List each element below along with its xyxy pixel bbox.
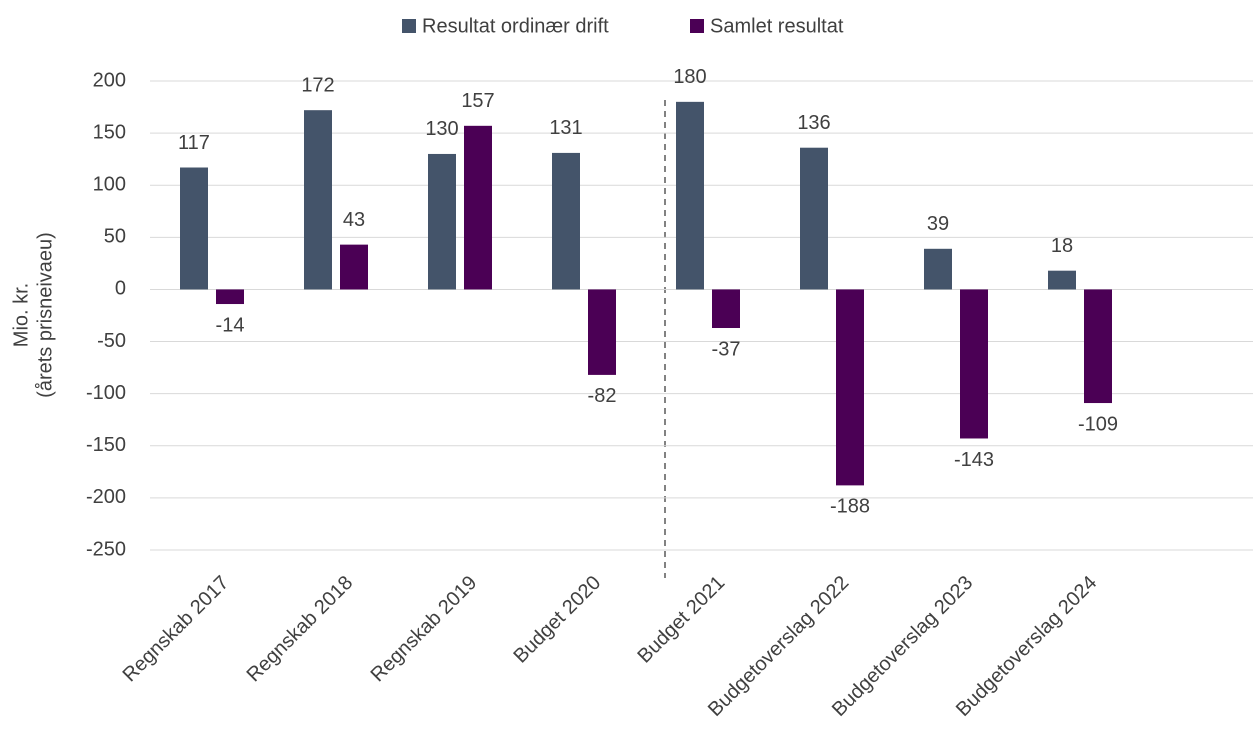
x-tick-label: Budgetoverslag 2022	[704, 572, 853, 721]
data-label: -109	[1078, 413, 1118, 435]
bar	[712, 289, 740, 329]
x-tick-label: Budget 2021	[634, 572, 730, 668]
bar	[304, 110, 332, 290]
y-tick-label: 0	[115, 278, 126, 300]
data-label: 136	[797, 112, 830, 134]
bar	[428, 153, 456, 290]
y-axis-label: (årets prisneivaeu)	[34, 232, 56, 398]
x-tick-label: Regnskab 2017	[119, 572, 234, 687]
y-tick-label: -250	[86, 538, 126, 560]
y-tick-label: -100	[86, 382, 126, 404]
data-label: 180	[673, 66, 706, 88]
bar	[924, 248, 952, 290]
data-label: 172	[301, 74, 334, 96]
bar	[216, 289, 244, 305]
y-tick-label: -150	[86, 434, 126, 456]
data-label: 39	[927, 213, 949, 235]
legend-swatch	[402, 19, 416, 33]
data-label: 43	[343, 209, 365, 231]
x-tick-label: Budgetoverslag 2024	[952, 572, 1101, 721]
legend-label: Resultat ordinær drift	[422, 15, 609, 37]
y-tick-label: 100	[93, 174, 126, 196]
bar	[552, 152, 580, 290]
data-label: -14	[216, 314, 245, 336]
legend-swatch	[690, 19, 704, 33]
bar	[836, 289, 864, 486]
y-tick-label: -200	[86, 486, 126, 508]
bar	[1084, 289, 1112, 404]
bar	[676, 101, 704, 290]
bar	[960, 289, 988, 439]
y-tick-label: -50	[97, 330, 126, 352]
legend-label: Samlet resultat	[710, 15, 844, 37]
y-axis-label: Mio. kr.	[10, 283, 32, 347]
data-label: -82	[588, 385, 617, 407]
bar	[800, 147, 828, 290]
data-label: -37	[712, 338, 741, 360]
x-tick-label: Budgetoverslag 2023	[828, 572, 977, 721]
bar	[1048, 270, 1076, 290]
x-tick-label: Regnskab 2019	[367, 572, 482, 687]
data-label: 117	[178, 132, 210, 154]
data-label: 18	[1051, 235, 1073, 257]
data-label: 131	[549, 117, 582, 139]
bar	[588, 289, 616, 375]
data-label: 157	[461, 90, 494, 112]
y-tick-label: 200	[93, 69, 126, 91]
y-tick-label: 50	[104, 226, 126, 248]
data-label: 130	[425, 118, 458, 140]
data-label: -188	[830, 496, 870, 518]
x-tick-label: Budget 2020	[510, 572, 606, 668]
bar	[180, 167, 208, 290]
bar	[464, 125, 492, 290]
data-label: -143	[954, 449, 994, 471]
bar	[340, 244, 368, 290]
y-tick-label: 150	[93, 121, 126, 143]
x-tick-label: Regnskab 2018	[243, 572, 358, 687]
